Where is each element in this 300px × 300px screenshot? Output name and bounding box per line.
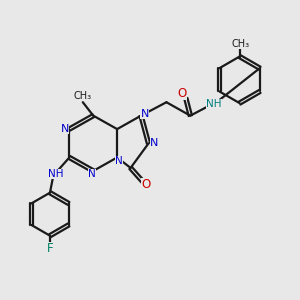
Text: NH: NH bbox=[48, 169, 64, 179]
Text: N: N bbox=[140, 109, 149, 119]
Text: O: O bbox=[178, 87, 187, 101]
Text: N: N bbox=[150, 138, 158, 148]
Text: O: O bbox=[142, 178, 151, 191]
Text: N: N bbox=[61, 124, 69, 134]
Text: N: N bbox=[115, 156, 122, 166]
Text: NH: NH bbox=[206, 99, 222, 109]
Text: F: F bbox=[47, 242, 53, 255]
Text: CH₃: CH₃ bbox=[74, 91, 92, 101]
Text: N: N bbox=[88, 169, 96, 179]
Text: CH₃: CH₃ bbox=[231, 39, 249, 49]
